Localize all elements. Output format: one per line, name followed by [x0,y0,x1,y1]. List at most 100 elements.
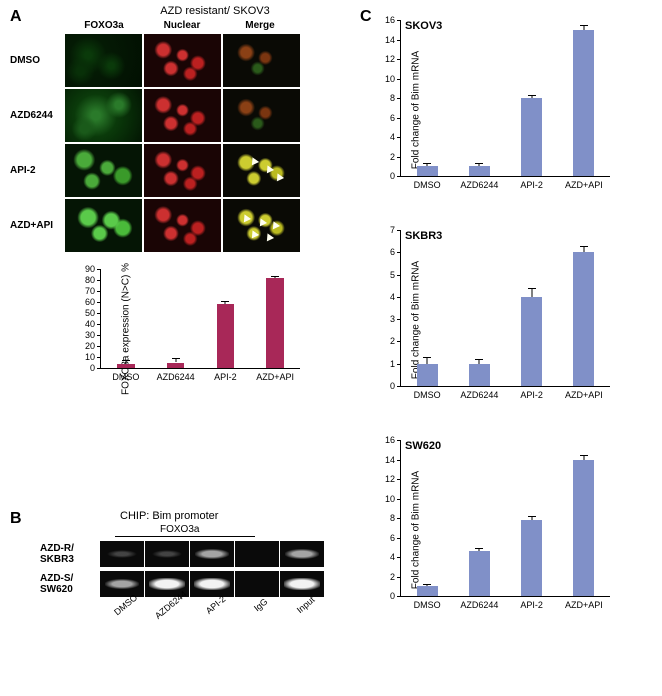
chart-bar [521,297,542,386]
col-header: Nuclear [143,20,221,31]
chart-bar [266,278,283,368]
x-tick-label: AZD+API [256,372,294,382]
y-tick-label: 4 [390,132,395,142]
chart-area: 01234567DMSOAZD6244API-2AZD+API [400,230,610,387]
micro-image [144,199,221,252]
gel-row: AZD-R/SKBR3 [40,541,340,567]
y-tick-label: 7 [390,225,395,235]
y-tick-label: 80 [85,275,95,285]
x-tick-label: AZD6244 [460,390,498,400]
gel-lane [100,541,144,567]
chip-antibody-label: FOXO3a [160,524,340,535]
y-tick-label: 20 [85,341,95,351]
y-tick-label: 2 [390,336,395,346]
chart-bar [521,98,542,176]
chart-bar [521,520,542,596]
micro-row-dmso: DMSO [65,34,350,87]
y-tick-label: 0 [90,363,95,373]
chart-title: SKOV3 [405,20,442,32]
col-header: Merge [221,20,299,31]
micro-image [223,199,300,252]
bim-mrna-chart: Fold change of Bim mRNA0246810121416DMSO… [360,15,620,205]
microscopy-grid: FOXO3a Nuclear Merge DMSO AZD6244 API-2 [65,20,350,252]
chart-title: SKBR3 [405,230,442,242]
gel-row-label: AZD-S/SW620 [40,573,100,595]
y-tick-label: 50 [85,308,95,318]
foxo-expression-chart: FOXO3a expression (N>C) % 01020304050607… [70,264,310,394]
chart-area: 0246810121416DMSOAZD6244API-2AZD+API [400,20,610,177]
chip-underline [115,536,255,537]
micro-image [144,144,221,197]
gel-row-label: AZD-R/SKBR3 [40,543,100,565]
gel-lane [235,541,279,567]
gel-rows: AZD-R/SKBR3 AZD-S/SW620 [40,541,340,597]
chart-bar [167,363,184,369]
micro-image [65,144,142,197]
chart-bar [573,252,594,386]
gel-lane [190,541,234,567]
chart-bar [469,166,490,176]
chart-area: 0246810121416DMSOAZD6244API-2AZD+API [400,440,610,597]
x-tick-label: API-2 [520,390,543,400]
panel-a: AZD resistant/ SKOV3 FOXO3a Nuclear Merg… [10,5,350,394]
micro-row-api: API-2 [65,144,350,197]
y-tick-label: 8 [390,93,395,103]
row-label: AZD+API [10,220,62,231]
y-tick-label: 0 [390,591,395,601]
y-tick-label: 2 [390,572,395,582]
x-tick-label: DMSO [112,372,139,382]
micro-image [223,89,300,142]
y-tick-label: 0 [390,171,395,181]
y-tick-label: 90 [85,264,95,274]
x-tick-label: DMSO [414,390,441,400]
row-label: API-2 [10,165,62,176]
panel-c: Fold change of Bim mRNA0246810121416DMSO… [360,5,640,645]
chart-bar [573,460,594,597]
micro-image [144,34,221,87]
y-tick-label: 60 [85,297,95,307]
chart-bar [117,364,134,368]
y-tick-label: 10 [385,494,395,504]
y-tick-label: 12 [385,474,395,484]
x-tick-label: AZD6244 [460,600,498,610]
y-tick-label: 10 [385,74,395,84]
y-tick-label: 16 [385,15,395,25]
row-label: AZD6244 [10,110,62,121]
bim-mrna-chart: Fold change of Bim mRNA01234567DMSOAZD62… [360,225,620,415]
y-tick-label: 5 [390,270,395,280]
chart-title: SW620 [405,440,441,452]
y-tick-label: 16 [385,435,395,445]
y-tick-label: 70 [85,286,95,296]
gel-lane [145,541,189,567]
y-tick-label: 3 [390,314,395,324]
chip-title: CHIP: Bim promoter [120,510,340,522]
x-tick-label: AZD6244 [157,372,195,382]
col-header: FOXO3a [65,20,143,31]
micro-row-combo: AZD+API [65,199,350,252]
micro-row-azd: AZD6244 [65,89,350,142]
chart-bar [573,30,594,176]
x-tick-label: DMSO [414,180,441,190]
row-label: DMSO [10,55,62,66]
y-tick-label: 6 [390,113,395,123]
x-tick-label: API-2 [520,180,543,190]
chart-bar [417,586,438,596]
micro-image [65,34,142,87]
x-tick-label: DMSO [414,600,441,610]
panel-a-title: AZD resistant/ SKOV3 [80,5,350,17]
y-tick-label: 14 [385,35,395,45]
micro-image [65,89,142,142]
panel-b: CHIP: Bim promoter FOXO3a AZD-R/SKBR3AZD… [10,510,340,611]
micro-image [144,89,221,142]
micro-image [223,34,300,87]
bim-mrna-chart: Fold change of Bim mRNA0246810121416DMSO… [360,435,620,625]
x-tick-label: API-2 [520,600,543,610]
y-tick-label: 4 [390,552,395,562]
chart-bar [469,551,490,596]
chart-bar [217,304,234,368]
y-tick-label: 12 [385,54,395,64]
y-tick-label: 10 [85,352,95,362]
y-tick-label: 1 [390,359,395,369]
x-tick-label: AZD+API [565,180,603,190]
chart-bar [469,364,490,386]
